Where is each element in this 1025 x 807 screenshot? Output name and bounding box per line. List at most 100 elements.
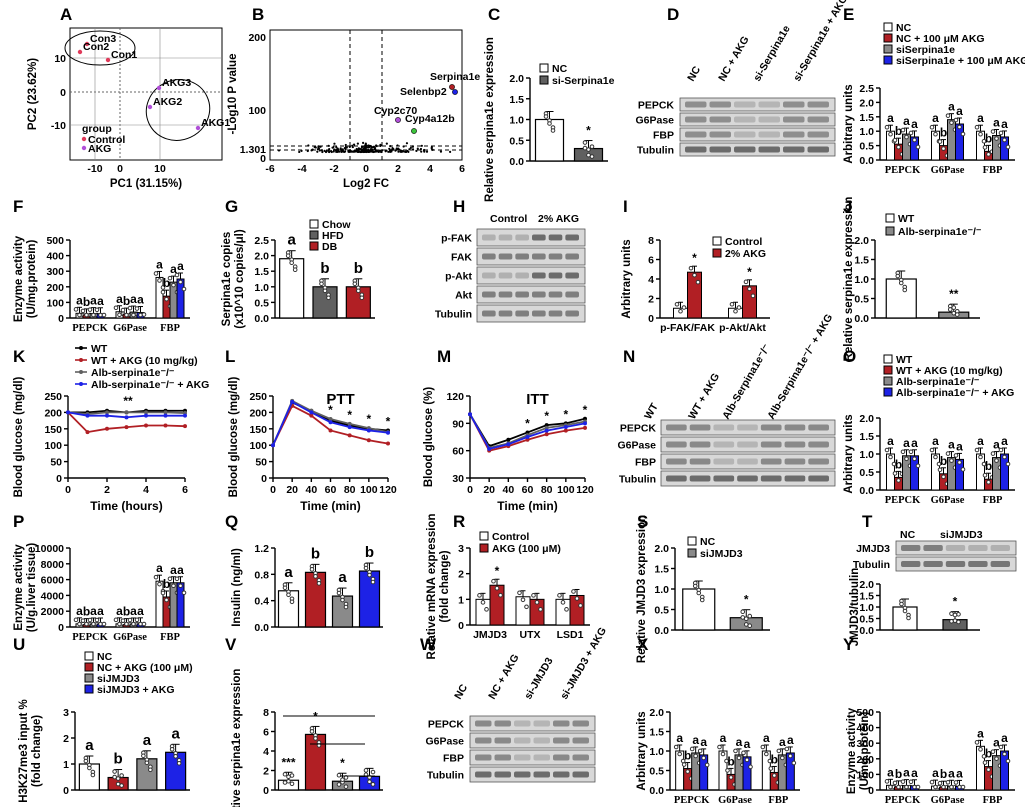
panel-e-legend-swatch (883, 33, 893, 43)
panel-y-dot (998, 744, 1004, 750)
panel-a-y-tick-label: -10 (51, 120, 66, 132)
panel-t-y-tick-label: 0.5 (859, 614, 874, 626)
panel-a-legend-marker (81, 136, 87, 142)
panel-d-blot-band (807, 131, 829, 138)
panel-q-dot (289, 599, 295, 605)
panel-l-point (290, 399, 295, 404)
panel-a-x-tick-label: 10 (154, 163, 166, 175)
panel-u-legend-swatch (84, 651, 94, 661)
panel-w-blot-row-label: G6Pase (425, 736, 464, 748)
panel-label-l: L (225, 347, 235, 366)
panel-e-y-tick-label: 2.5 (859, 83, 874, 95)
panel-b-gene-point (344, 143, 347, 147)
panel-p-dot (164, 597, 169, 603)
panel-b-gene-label: Cyp2c70 (374, 105, 417, 117)
panel-y-letter: a (911, 766, 918, 780)
panel-c-y-tick-label: 0.0 (509, 156, 524, 168)
panel-x-dot (728, 775, 734, 780)
panel-p-letter: a (156, 561, 163, 575)
panel-o-legend-label: Alb-serpina1e⁻/⁻ (896, 376, 980, 388)
panel-o-bar (976, 453, 985, 491)
panel-w-blot-band (553, 720, 570, 727)
panel-t-y-tick-label: 1.5 (859, 591, 874, 603)
panel-o-letter: a (993, 438, 1000, 452)
panel-p-dot (73, 617, 79, 623)
panel-m-point (583, 421, 587, 426)
panel-b-highlighted-point (395, 117, 401, 123)
panel-o-dot (949, 458, 954, 463)
panel-t-significance: * (953, 595, 958, 609)
panel-g-dot (352, 281, 358, 287)
panel-g-legend-swatch (309, 241, 319, 251)
panel-n-blot-band (808, 475, 829, 482)
panel-u-dot (173, 754, 178, 759)
panel-f-dot (80, 308, 86, 314)
panel-y-dot (982, 760, 988, 765)
panel-label-d: D (667, 5, 679, 24)
panel-a-point (195, 125, 201, 131)
panel-x-dot (733, 748, 738, 754)
panel-l-point (386, 430, 390, 435)
panel-b-gene-point (340, 150, 343, 153)
panel-h-blot-band (482, 310, 496, 317)
panel-o-letter: a (887, 434, 894, 448)
panel-l-x-tick-label: 60 (325, 484, 337, 496)
panel-o-letter: b (895, 457, 902, 471)
panel-o-letter: a (911, 436, 918, 450)
panel-l-point (328, 416, 333, 421)
panel-p-dot (141, 621, 147, 627)
panel-f-dot (127, 305, 133, 311)
panel-b-gene-point (351, 150, 355, 153)
panel-m-point (544, 432, 549, 437)
panel-g-y-label: Serpina1e copies (221, 232, 233, 327)
panel-k-y-tick-label: 0 (56, 473, 62, 485)
panel-n-blot-band (760, 475, 782, 482)
panel-f-dot (160, 285, 166, 290)
panel-i-bar (687, 271, 702, 319)
panel-y-y-tick-label: 100 (856, 769, 874, 781)
panel-p-letter: a (130, 604, 137, 618)
panel-b-gene-point (373, 146, 376, 149)
panel-t-dot (906, 615, 911, 621)
panel-m-point (544, 423, 549, 428)
panel-e-legend-swatch (883, 55, 893, 65)
panel-i-y-label: Arbitrary units (621, 239, 633, 318)
panel-b-gene-point (332, 150, 335, 153)
panel-y-letter: a (948, 766, 955, 780)
panel-u-dot (176, 761, 182, 766)
panel-w-blot-membrane (469, 766, 596, 783)
panel-b-gene-point (355, 147, 358, 151)
panel-b-gene-point (339, 148, 343, 151)
panel-a-point-label: AKG1 (201, 117, 230, 129)
panel-x-dot (724, 758, 729, 764)
panel-c-y-tick-label: 1.0 (509, 115, 524, 127)
panel-b-gene-point (389, 150, 392, 153)
panel-a-point (147, 104, 153, 110)
panel-j-dot (902, 287, 908, 293)
panel-r-dot (531, 593, 536, 598)
panel-x-dot (748, 764, 753, 770)
panel-f-dot (178, 279, 183, 285)
panel-y-dot (986, 767, 991, 772)
panel-l-point (366, 438, 371, 443)
panel-b-gene-point (404, 150, 407, 153)
panel-t-dot (902, 608, 908, 614)
panel-y-letter: a (993, 736, 1000, 750)
panel-b-gene-point (420, 144, 423, 147)
panel-e-dot (945, 113, 951, 118)
panel-j-dot (951, 305, 957, 310)
panel-v-significance: *** (281, 755, 295, 769)
panel-o-dot (892, 471, 898, 476)
panel-n-blot-band (784, 424, 806, 431)
panel-p-dot (113, 617, 119, 623)
panel-t-blot-membrane (895, 540, 1017, 556)
panel-b-gene-point (396, 144, 399, 147)
panel-u-letter: b (114, 751, 123, 768)
panel-i-legend-label: 2% AKG (725, 248, 766, 260)
panel-t-lane-label: siJMJD3 (940, 529, 983, 541)
panel-p-y-tick-label: 4000 (41, 590, 65, 602)
panel-r-dot (574, 596, 580, 601)
panel-r-y-tick-label: 0 (458, 620, 464, 632)
panel-j-legend-swatch (885, 226, 895, 236)
